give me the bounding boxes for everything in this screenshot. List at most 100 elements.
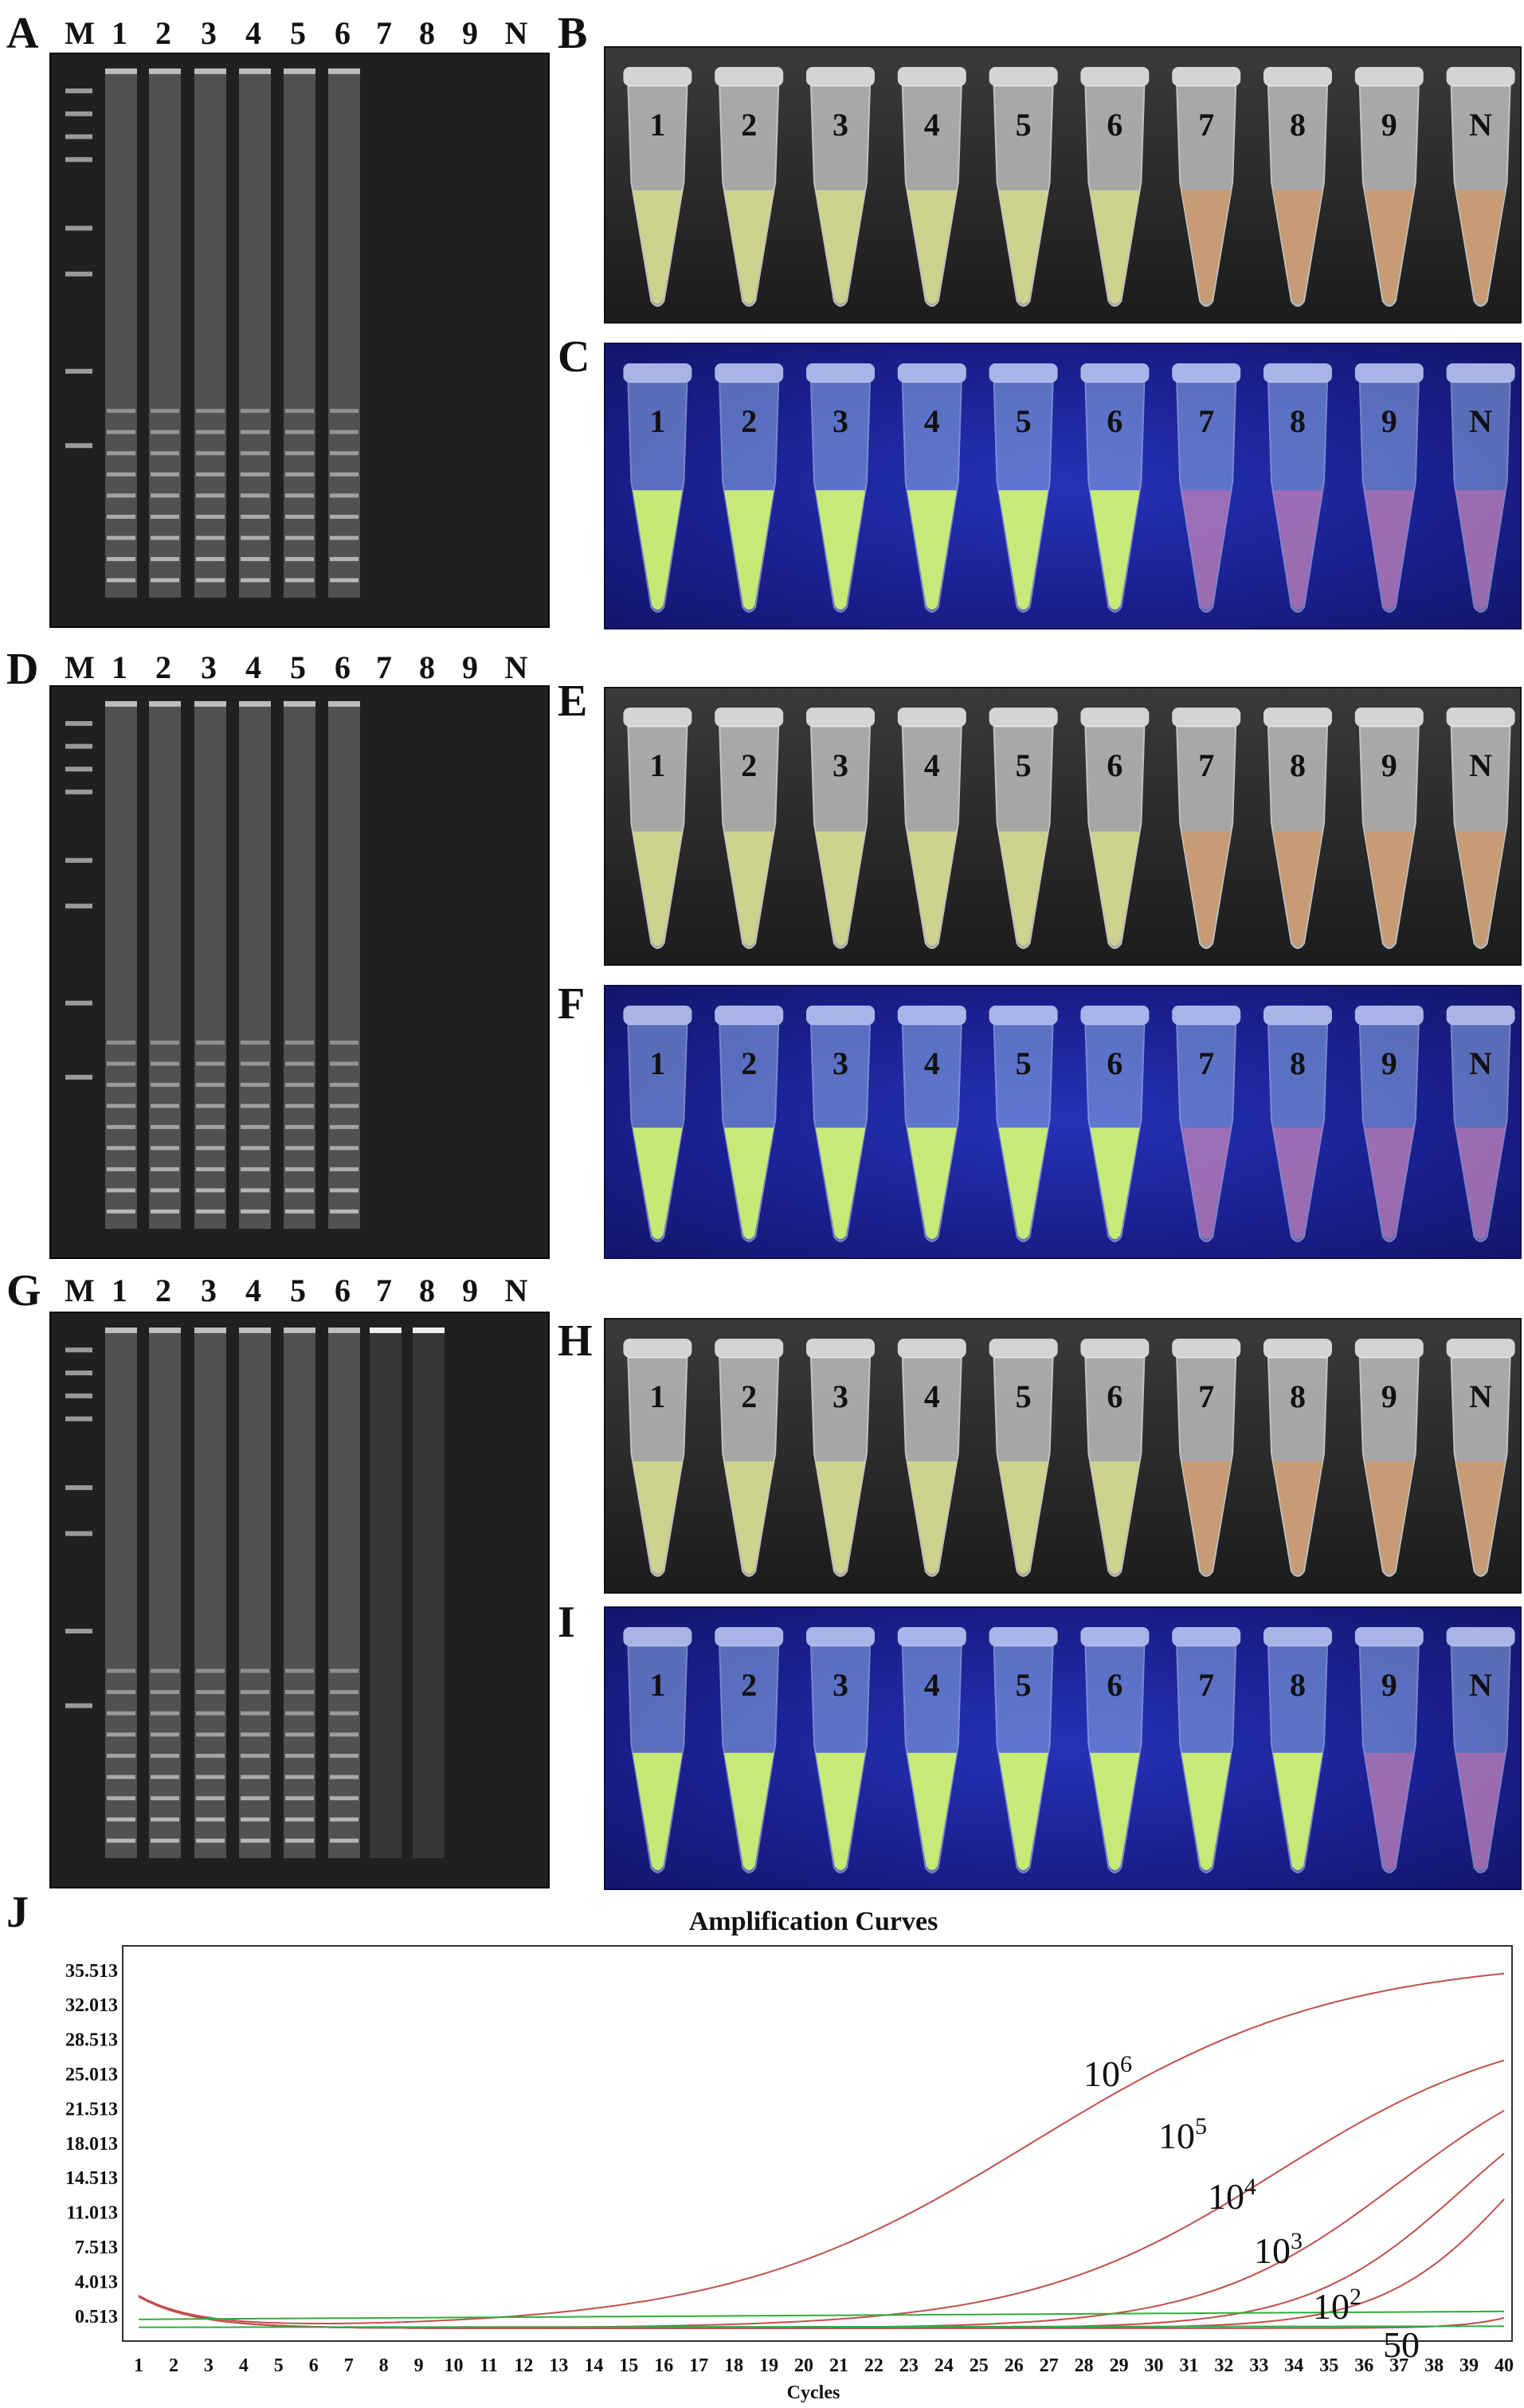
ladder-band: [65, 1347, 92, 1353]
gel-lanes: [65, 1328, 445, 1858]
tube: 8: [1263, 363, 1332, 613]
tube-label: 1: [649, 1379, 665, 1414]
gel-band: [196, 1188, 225, 1193]
gel-band: [241, 1209, 269, 1214]
gel-band: [241, 493, 269, 498]
tube-label: 5: [1016, 747, 1032, 783]
x-tick-label: 24: [934, 2355, 954, 2376]
negative-curve: [139, 2310, 1505, 2320]
gel-band: [330, 1796, 358, 1801]
y-tick-label: 0.513: [75, 2307, 118, 2328]
ladder-band: [65, 1000, 92, 1006]
panel-label-j: J: [6, 1888, 29, 1937]
gel-band: [330, 1146, 358, 1151]
gel-smear: [149, 704, 181, 1229]
gel-band: [330, 1104, 358, 1108]
tube: 5: [989, 1339, 1058, 1577]
tube-label: 6: [1107, 403, 1122, 439]
gel-band: [241, 1669, 269, 1673]
gel-lane-label: M: [65, 1273, 95, 1308]
gel-smear: [284, 704, 315, 1229]
amplification-curve: [138, 1972, 1505, 2324]
gel-band: [330, 1209, 358, 1214]
gel-band: [196, 1104, 225, 1108]
gel-band: [196, 1690, 225, 1695]
gel-band: [151, 1040, 179, 1045]
gel-band: [285, 1669, 314, 1673]
tube: 8: [1263, 708, 1332, 949]
tube: 4: [897, 363, 966, 613]
gel-band: [196, 1732, 225, 1737]
gel-lane-label: N: [504, 649, 528, 685]
tube-label: N: [1469, 1379, 1492, 1414]
tube: 2: [715, 1339, 784, 1577]
gel-well: [284, 68, 315, 74]
gel-band: [330, 578, 358, 582]
gel-smear: [194, 704, 226, 1229]
gel-smear: [105, 1330, 137, 1858]
plot-area: [122, 1945, 1513, 2342]
gel-band: [330, 514, 358, 519]
tube-label: 1: [649, 1667, 665, 1703]
gel-band: [285, 1082, 314, 1087]
y-tick-label: 18.013: [65, 2134, 118, 2155]
gel-smear: [239, 704, 271, 1229]
gel-band: [241, 1188, 269, 1193]
tube-label: N: [1469, 747, 1492, 783]
tube: 6: [1080, 363, 1150, 613]
gel-band: [196, 1669, 225, 1673]
y-tick-label: 21.513: [65, 2099, 118, 2120]
tube: N: [1446, 67, 1515, 307]
gel-band: [196, 1775, 225, 1779]
tube-label: 6: [1107, 1667, 1122, 1703]
gel-band: [241, 1732, 269, 1737]
gel-band: [151, 1061, 179, 1066]
tube-label: 1: [649, 747, 665, 783]
gel-lane-label: 3: [201, 1273, 217, 1308]
x-tick-label: 10: [445, 2355, 464, 2376]
gel-smear: [328, 704, 360, 1229]
gel-band: [151, 451, 179, 456]
gel-band: [107, 1209, 135, 1214]
gel-lane-label: 4: [245, 15, 261, 51]
tube: 8: [1263, 1339, 1332, 1577]
y-tick-label: 14.513: [65, 2168, 118, 2189]
ladder-band: [65, 1393, 92, 1398]
tube-photo-b: 1 2 3 4 5 6 7 8 9 N: [604, 46, 1522, 324]
tube: N: [1446, 1627, 1515, 1873]
x-tick-label: 28: [1075, 2355, 1094, 2376]
gel-band: [241, 535, 269, 540]
gel-band: [241, 557, 269, 562]
gel-lane-label: 6: [335, 649, 351, 685]
tube-label: 4: [924, 747, 940, 783]
ladder-band: [65, 904, 92, 909]
gel-lane-label: N: [504, 15, 528, 51]
gel-band: [241, 1146, 269, 1151]
tube: 6: [1080, 67, 1150, 307]
gel-band: [330, 1188, 358, 1193]
tube-label: N: [1469, 1667, 1492, 1703]
ladder-band: [65, 767, 92, 772]
gel-band: [285, 1753, 314, 1758]
gel-band: [107, 409, 135, 414]
x-tick-label: 38: [1424, 2355, 1444, 2376]
tube-label: 5: [1016, 107, 1032, 143]
tube-label: 3: [833, 1045, 848, 1081]
gel-band: [107, 1753, 135, 1758]
gel-well: [149, 700, 181, 707]
gel-lanes: [65, 68, 360, 598]
gel-band: [151, 1104, 179, 1108]
tube-label: 3: [833, 107, 848, 143]
gel-band: [285, 1104, 314, 1108]
panel-label-g: G: [6, 1266, 41, 1316]
gel-band: [107, 1061, 135, 1066]
gel-lane-label: 7: [376, 1273, 392, 1308]
gel-band: [241, 1775, 269, 1779]
gel-band: [285, 578, 314, 582]
x-tick-label: 13: [549, 2355, 568, 2376]
gel-band: [285, 1061, 314, 1066]
gel-well: [370, 1328, 402, 1333]
tube-label: 8: [1290, 1667, 1306, 1703]
gel-lane-label: 9: [462, 1273, 478, 1308]
tube-label: 9: [1381, 747, 1397, 783]
